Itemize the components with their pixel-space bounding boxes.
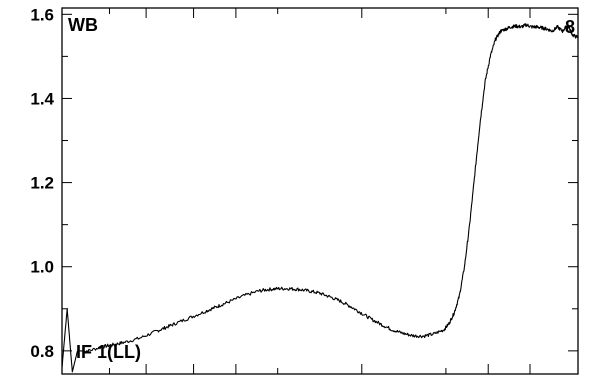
series-line: [61, 23, 579, 373]
y-tick-label: 0.8: [30, 342, 54, 361]
annotation-top-right: 8: [565, 17, 575, 37]
tick-layer: [61, 8, 579, 374]
plot-frame: [61, 7, 579, 375]
y-tick-label: 1.4: [30, 89, 54, 108]
label-layer: 0.8 1.0 1.2 1.4 1.6: [30, 5, 54, 361]
y-tick-label: 1.2: [30, 174, 54, 193]
y-tick-label: 1.6: [30, 5, 54, 24]
y-tick-label: 1.0: [30, 258, 54, 277]
annotation-bottom-left: IF 1(LL): [76, 342, 141, 362]
annotation-top-left: WB: [68, 15, 98, 35]
